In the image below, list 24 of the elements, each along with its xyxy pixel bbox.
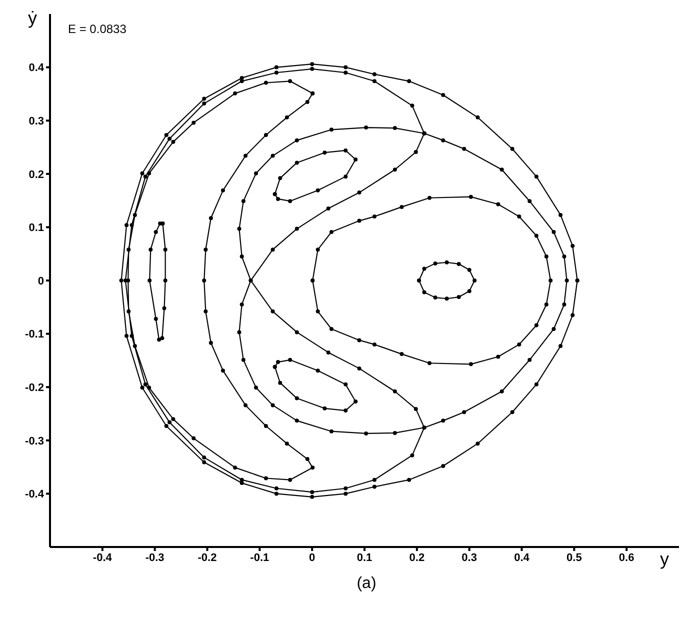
x-tick-label: -0.2: [198, 552, 217, 564]
annotation: E = 0.0833: [68, 22, 126, 36]
x-tick-label: 0.5: [566, 552, 582, 564]
x-tick-label: 0.3: [462, 552, 477, 564]
y-tick-label: 0.4: [28, 62, 45, 74]
x-tick-label: -0.1: [250, 552, 270, 564]
x-tick-label: 0.1: [356, 552, 372, 564]
x-tick-label: -0.4: [92, 552, 113, 564]
y-tick-label: 0.1: [28, 222, 44, 234]
y-tick-label: 0.2: [28, 168, 44, 181]
y-tick-label: 0: [38, 275, 44, 288]
y-tick-label: -0.2: [25, 382, 44, 394]
y-tick-label: -0.4: [25, 488, 45, 501]
y-tick-label: 0.3: [28, 116, 44, 128]
y-tick-label: -0.1: [25, 328, 44, 341]
x-tick-label: -0.3: [145, 552, 164, 564]
x-tick-label: 0.2: [409, 552, 425, 564]
text: (a): [356, 575, 378, 593]
x-tick-label: 0.6: [618, 552, 634, 564]
x-tick-label: 0.4: [514, 552, 530, 564]
x-axis-title: y: [660, 549, 669, 570]
y-axis-title: ẏ: [28, 8, 37, 29]
x-tick-label: 0: [309, 552, 316, 564]
y-tick-label: -0.3: [25, 435, 44, 448]
